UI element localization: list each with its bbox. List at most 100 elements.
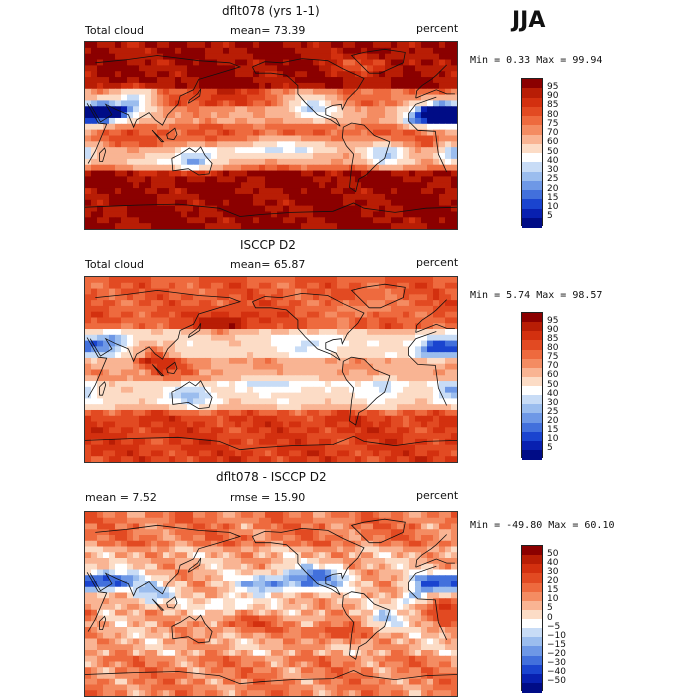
field-cell [283, 386, 290, 394]
field-cell [229, 188, 236, 195]
field-cell [271, 346, 278, 353]
field-cell [259, 129, 266, 137]
field-cell [205, 158, 212, 166]
field-cell [157, 141, 164, 148]
field-cell [373, 65, 380, 72]
field-cell [115, 546, 122, 553]
field-cell [409, 357, 416, 365]
field-cell [271, 282, 278, 290]
field-cell [337, 450, 344, 457]
field-cell [175, 444, 182, 452]
field-cell [397, 176, 404, 183]
field-cell [373, 135, 380, 142]
field-cell [187, 158, 194, 166]
field-cell [355, 392, 362, 400]
field-cell [319, 517, 326, 525]
field-cell [211, 421, 218, 428]
field-cell [103, 305, 110, 313]
field-cell [247, 77, 254, 84]
field-cell [373, 540, 380, 548]
field-cell [265, 129, 272, 137]
field-cell [253, 294, 260, 301]
field-cell [175, 123, 182, 131]
field-cell [151, 369, 158, 376]
field-cell [169, 199, 176, 207]
field-cell [229, 135, 236, 142]
field-cell [259, 82, 266, 90]
field-cell [409, 205, 416, 213]
field-cell [331, 535, 338, 542]
field-cell [385, 450, 392, 457]
field-cell [229, 158, 236, 166]
field-cell [397, 581, 404, 588]
field-cell [277, 164, 284, 172]
field-cell [229, 199, 236, 207]
field-cell [373, 117, 380, 125]
field-cell [163, 586, 170, 594]
field-cell [91, 199, 98, 207]
field-cell [97, 529, 104, 536]
field-cell [85, 223, 92, 229]
field-cell [109, 223, 116, 229]
field-cell [241, 100, 248, 107]
field-cell [343, 386, 350, 394]
field-cell [187, 170, 194, 177]
field-cell [391, 512, 398, 519]
field-cell [307, 305, 314, 313]
field-cell [379, 535, 386, 542]
field-cell [301, 558, 308, 565]
field-cell [133, 141, 140, 148]
field-cell [439, 346, 446, 353]
field-cell [331, 129, 338, 137]
field-cell [223, 77, 230, 84]
field-cell [373, 581, 380, 588]
field-cell [169, 217, 176, 224]
field-cell [439, 427, 446, 434]
field-cell [97, 512, 104, 519]
colorbar-swatch [522, 217, 542, 228]
field-cell [319, 199, 326, 207]
field-cell [289, 438, 296, 446]
field-cell [145, 182, 152, 189]
field-cell [199, 450, 206, 457]
field-cell [253, 88, 260, 96]
field-cell [265, 409, 272, 417]
field-cell [451, 404, 457, 411]
field-cell [379, 188, 386, 195]
field-cell [265, 433, 272, 440]
field-cell [85, 199, 92, 207]
field-cell [229, 88, 236, 96]
field-cell [211, 409, 218, 417]
field-cell [109, 188, 116, 195]
field-cell [223, 123, 230, 131]
field-cell [223, 311, 230, 319]
field-cell [391, 53, 398, 61]
field-cell [391, 357, 398, 365]
field-cell [355, 47, 362, 55]
field-cell [433, 223, 440, 229]
field-cell [283, 363, 290, 371]
field-cell [97, 386, 104, 394]
field-cell [127, 135, 134, 142]
field-cell [403, 427, 410, 434]
field-cell [337, 193, 344, 201]
field-cell [397, 427, 404, 434]
field-cell [181, 363, 188, 371]
field-cell [319, 100, 326, 107]
field-cell [277, 100, 284, 107]
field-cell [103, 575, 110, 582]
field-cell [247, 438, 254, 446]
field-cell [289, 581, 296, 588]
field-cell [379, 415, 386, 423]
field-cell [361, 375, 368, 382]
field-cell [139, 158, 146, 166]
field-cell [145, 552, 152, 559]
field-cell [223, 193, 230, 201]
field-cell [439, 47, 446, 55]
field-cell [265, 158, 272, 166]
field-cell [133, 158, 140, 166]
field-cell [211, 340, 218, 347]
field-cell [361, 205, 368, 213]
field-cell [265, 305, 272, 313]
field-cell [319, 277, 326, 284]
